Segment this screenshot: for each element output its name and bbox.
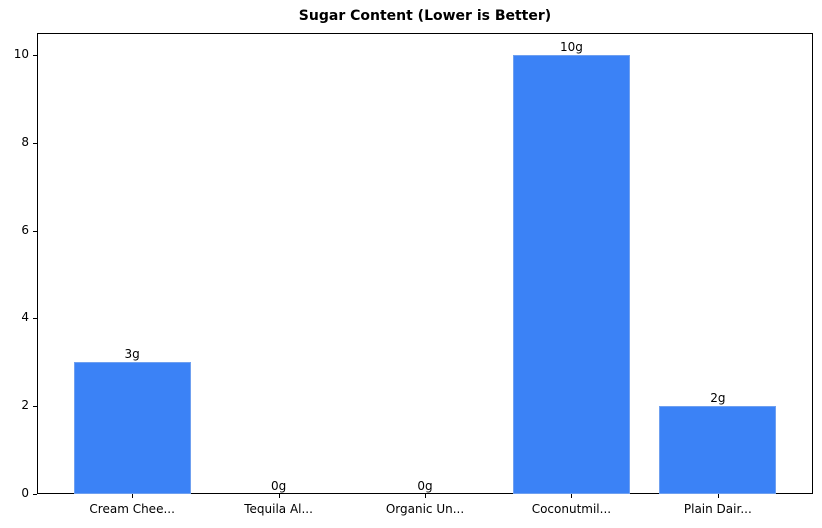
x-tick-label: Coconutmil... (531, 502, 612, 516)
y-tick (33, 494, 37, 495)
x-tick-label: Plain Dair... (683, 502, 752, 516)
y-tick-label: 2 (21, 398, 29, 413)
y-tick (33, 406, 37, 408)
x-tick (278, 494, 280, 498)
value-label: 0g (417, 479, 433, 493)
value-label: 0g (270, 479, 287, 493)
x-tick-label: Cream Chee... (89, 502, 175, 516)
x-tick-label: Tequila Al... (244, 502, 313, 516)
x-tick-label: Organic Un... (385, 502, 465, 516)
value-label: 10g (559, 39, 583, 54)
y-tick (33, 230, 37, 232)
y-tick (33, 142, 37, 144)
x-tick (425, 494, 426, 498)
x-tick (132, 494, 134, 498)
bar (73, 362, 191, 494)
y-tick-label: 4 (21, 310, 29, 325)
y-tick (33, 318, 37, 320)
chart-title: Sugar Content (Lower is Better) (298, 8, 552, 24)
y-tick-label: 10 (13, 46, 29, 61)
value-label: 3g (124, 347, 140, 362)
value-label: 2g (710, 391, 726, 406)
x-tick (717, 494, 719, 498)
y-tick (33, 54, 37, 56)
x-tick (571, 494, 573, 498)
bar (512, 54, 630, 494)
y-tick-label: 0 (21, 486, 29, 500)
y-tick-label: 8 (21, 134, 29, 149)
bar (659, 406, 777, 494)
y-tick-label: 6 (21, 222, 29, 237)
plot-area (37, 33, 813, 494)
